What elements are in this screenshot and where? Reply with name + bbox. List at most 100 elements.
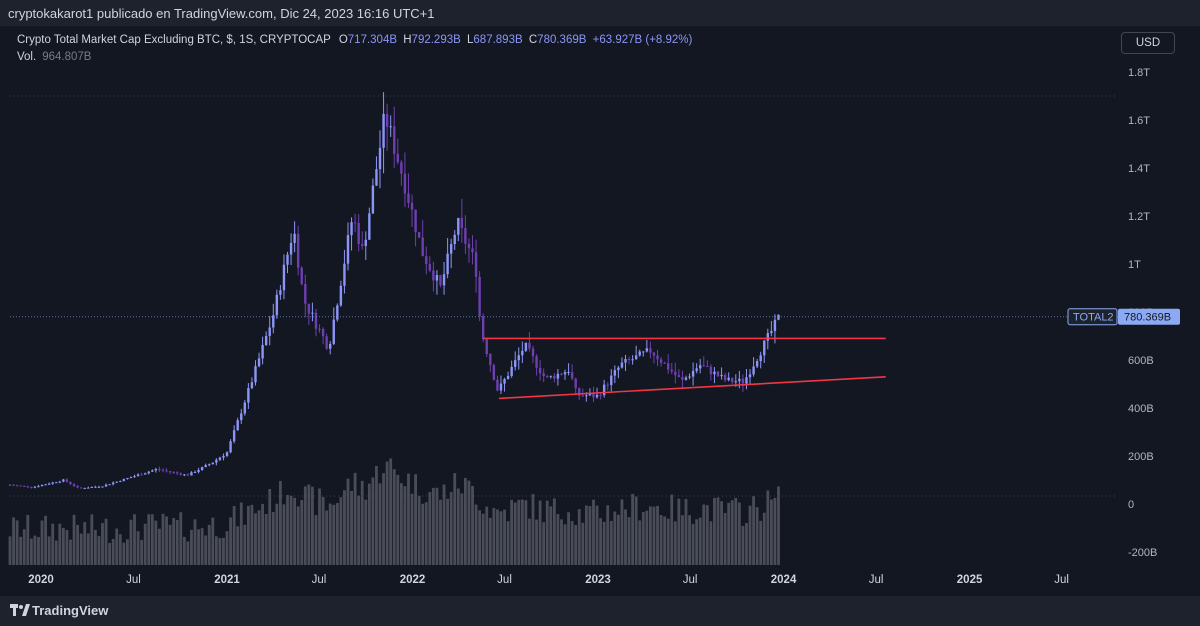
candle-body xyxy=(617,367,620,371)
volume-bar xyxy=(592,499,595,565)
footer-bar: TradingView xyxy=(0,596,1200,626)
candle-body xyxy=(15,485,19,487)
volume-bar xyxy=(407,473,410,565)
volume-bar xyxy=(570,521,574,565)
volume-bar xyxy=(748,505,752,565)
candle-body xyxy=(496,379,499,391)
volume-bar xyxy=(727,502,731,565)
volume-bar xyxy=(755,507,759,565)
volume-bar xyxy=(492,508,496,565)
candle-body xyxy=(65,479,69,482)
x-tick-label: Jul xyxy=(126,574,141,586)
candle-body xyxy=(225,452,229,456)
candle-body xyxy=(250,382,254,389)
volume-bar xyxy=(705,505,709,565)
x-tick-label: 2021 xyxy=(214,574,240,586)
candle-body xyxy=(165,470,168,472)
volume-bar xyxy=(108,542,112,565)
candle-body xyxy=(55,482,58,484)
candle-body xyxy=(40,484,44,487)
legend-o-label: O xyxy=(338,34,348,46)
candle-body xyxy=(755,361,759,367)
volume-bar xyxy=(150,514,154,565)
volume-bar xyxy=(275,503,279,565)
candle-body xyxy=(382,113,385,148)
candle-body xyxy=(129,477,133,479)
candle-body xyxy=(325,336,328,349)
volume-bar xyxy=(15,520,19,565)
candle-body xyxy=(240,413,243,421)
legend-low: 687.893B xyxy=(473,34,523,46)
legend-l-label: L xyxy=(467,34,474,46)
volume-bar xyxy=(382,473,385,565)
candle-body xyxy=(638,351,641,356)
candle-body xyxy=(691,370,695,377)
y-tick-label: 1.4T xyxy=(1128,163,1150,175)
candle-body xyxy=(464,228,467,244)
volume-bar xyxy=(357,495,361,565)
candle-body xyxy=(489,354,492,366)
candle-body xyxy=(343,263,346,286)
volume-bar xyxy=(261,503,265,565)
volume-bar xyxy=(417,495,421,565)
volume-bar xyxy=(652,506,656,565)
volume-bar xyxy=(531,494,535,565)
volume-bar xyxy=(421,503,425,565)
volume-bar xyxy=(752,496,755,565)
candle-body xyxy=(375,169,378,186)
candle-body xyxy=(321,329,325,337)
volume-bar xyxy=(442,484,446,565)
candle-body xyxy=(147,471,150,474)
volume-bar xyxy=(638,520,642,565)
volume-bar xyxy=(716,497,720,565)
header-bar: cryptokakarot1 publicado en TradingView.… xyxy=(0,0,1200,26)
y-tick-label: 1.2T xyxy=(1128,211,1150,223)
candle-body xyxy=(709,366,713,375)
volume-bar xyxy=(528,518,531,565)
candle-body xyxy=(311,312,314,314)
volume-bar xyxy=(44,515,47,565)
candle-body xyxy=(549,375,552,377)
legend-h-label: H xyxy=(403,34,412,46)
candle-body xyxy=(30,487,33,489)
y-tick-label: 1.6T xyxy=(1128,115,1150,127)
x-tick-label: 2023 xyxy=(585,574,611,586)
candle-body xyxy=(300,267,303,285)
volume-bar xyxy=(375,465,378,565)
candle-body xyxy=(528,342,531,349)
candle-body xyxy=(642,351,645,353)
volume-bar xyxy=(126,539,129,565)
currency-button[interactable]: USD xyxy=(1121,32,1175,54)
candle-body xyxy=(122,478,126,482)
volume-bar xyxy=(19,536,23,565)
candle-body xyxy=(567,372,570,374)
volume-bar xyxy=(545,500,549,565)
candle-body xyxy=(670,369,673,372)
candle-body xyxy=(37,486,40,488)
volume-bar xyxy=(318,488,321,565)
series-tag-label: TOTAL2 xyxy=(1073,312,1114,324)
volume-bar xyxy=(58,523,62,565)
x-tick-label: 2024 xyxy=(771,574,797,586)
candle-body xyxy=(453,234,456,245)
volume-bar xyxy=(360,480,364,565)
candle-layer xyxy=(8,92,780,490)
footer-brand: TradingView xyxy=(32,603,109,618)
candle-body xyxy=(574,378,577,389)
volume-bar xyxy=(599,518,602,565)
volume-bar xyxy=(577,509,581,565)
volume-bar xyxy=(250,504,254,565)
candle-body xyxy=(592,393,595,398)
volume-bar xyxy=(624,509,627,565)
candle-body xyxy=(389,126,392,128)
volume-bar xyxy=(214,536,218,565)
volume-bar xyxy=(730,500,734,565)
candle-body xyxy=(634,355,638,360)
volume-bar xyxy=(488,517,492,565)
tradingview-logo-icon xyxy=(10,604,30,616)
volume-bar xyxy=(40,520,44,565)
volume-bar xyxy=(456,488,460,565)
candle-body xyxy=(364,239,367,246)
volume-bar xyxy=(8,536,12,565)
